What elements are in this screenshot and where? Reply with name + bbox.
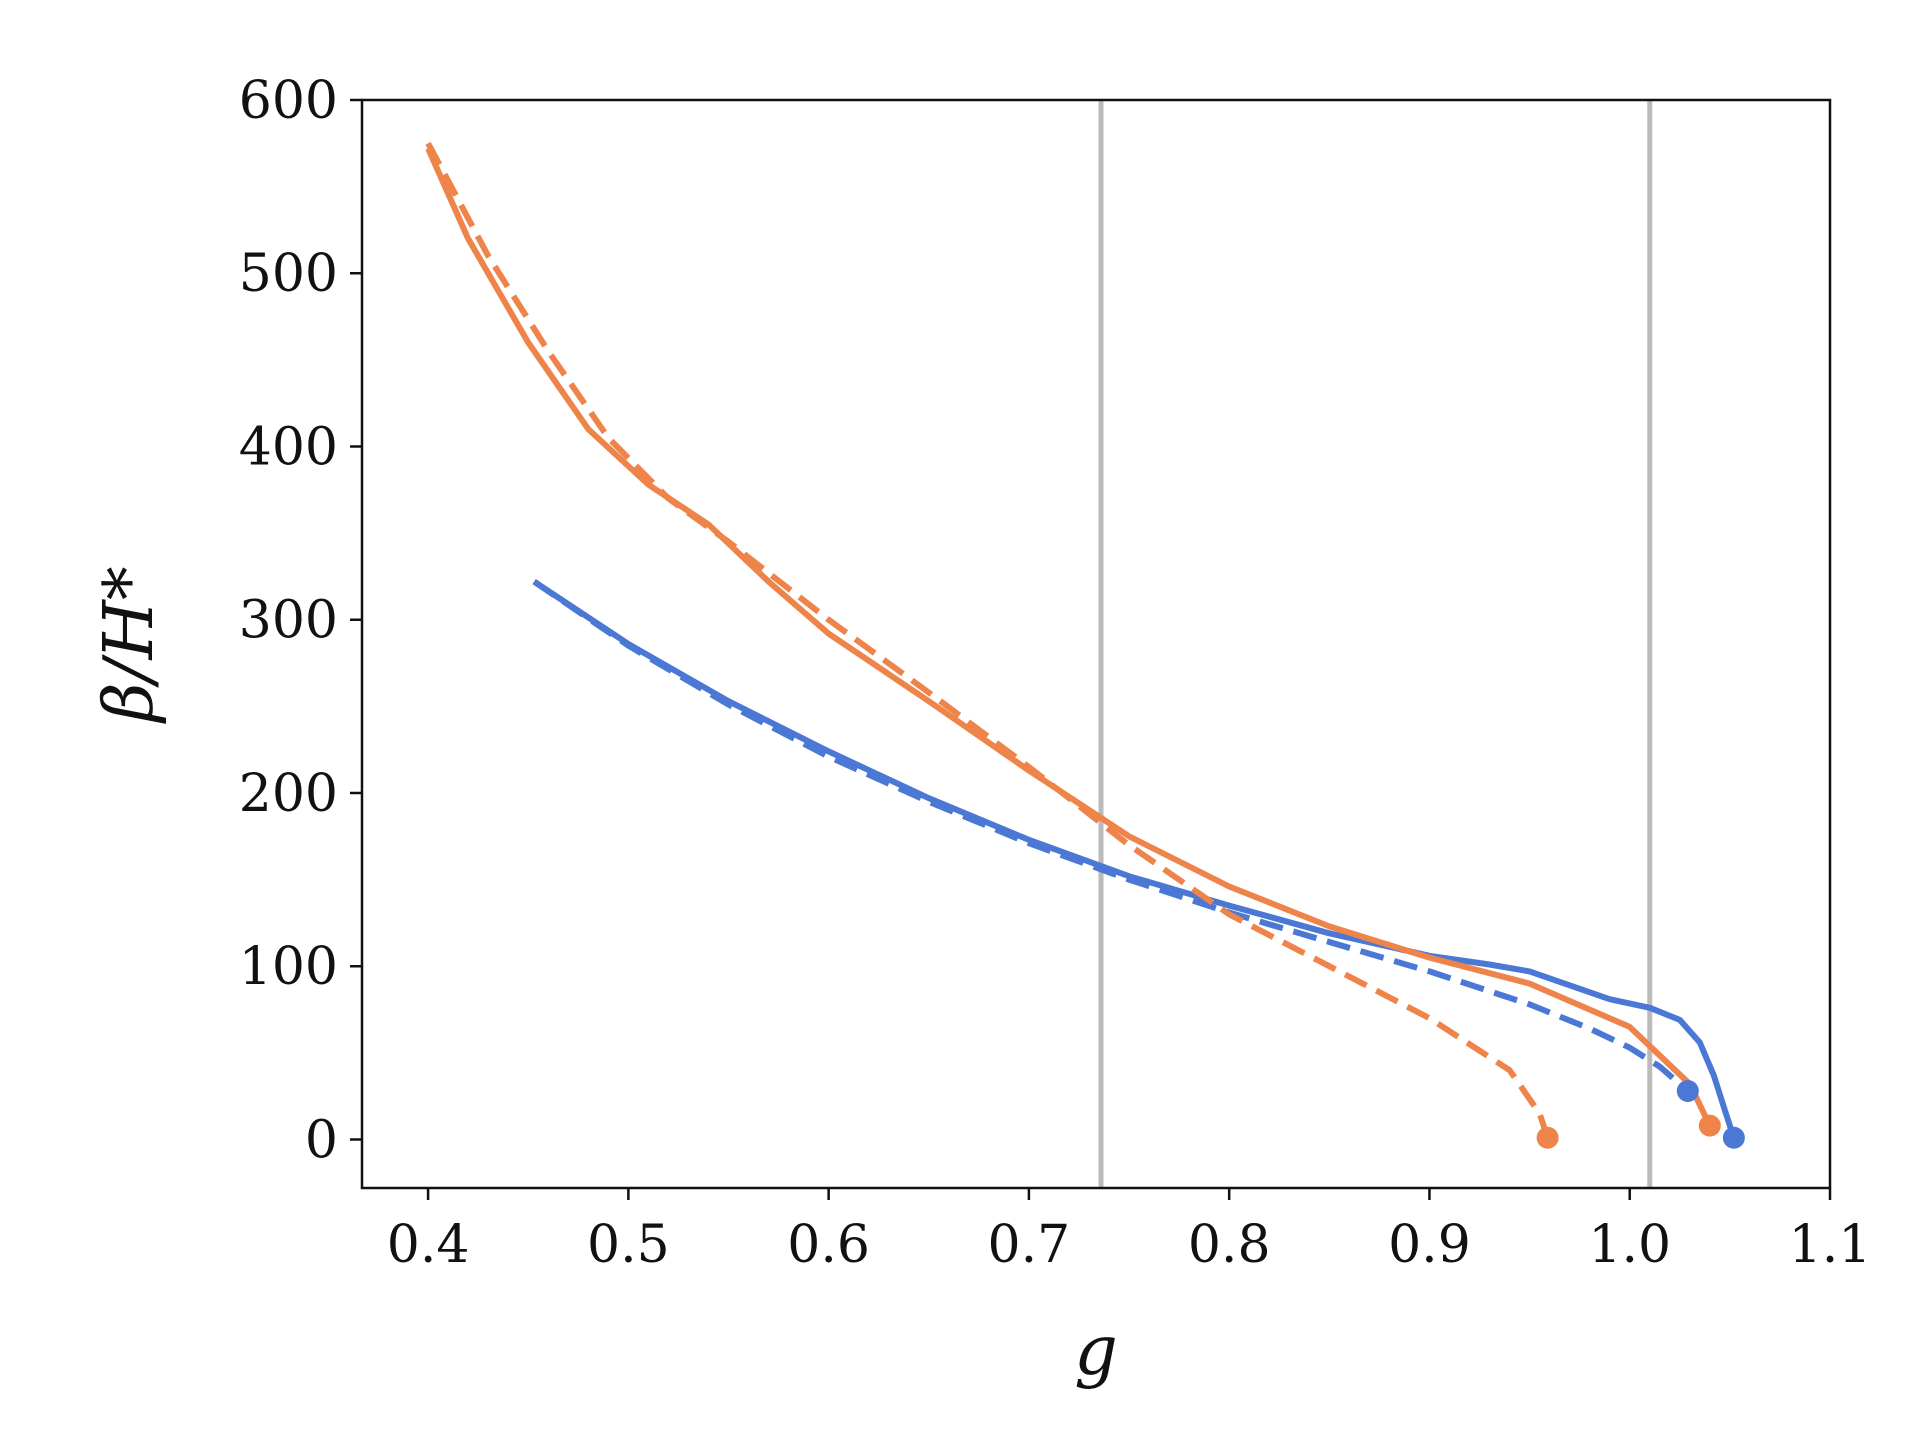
plot-background (362, 100, 1830, 1188)
y-tick-label: 500 (239, 244, 338, 304)
y-tick-label: 100 (239, 937, 338, 997)
x-tick-label: 0.9 (1388, 1215, 1471, 1275)
x-axis-label: g (1074, 1312, 1118, 1391)
endpoint-marker-orange-solid (1698, 1114, 1721, 1137)
series-line-orange-dashed (425, 141, 1551, 1139)
x-axis-ticks: 0.4 0.5 0.6 0.7 0.8 0.9 1.0 1.1 (387, 1188, 1872, 1275)
endpoint-marker-blue-dashed (1676, 1079, 1699, 1102)
x-tick-label: 0.8 (1188, 1215, 1271, 1275)
x-tick-label: 0.6 (787, 1215, 870, 1275)
x-tick-label: 0.5 (587, 1215, 670, 1275)
x-tick-label: 1.1 (1789, 1215, 1872, 1275)
series-line-orange-solid (425, 147, 1713, 1127)
plot-frame (360, 98, 1832, 1190)
x-tick-label: 0.7 (988, 1215, 1071, 1275)
y-tick-label: 600 (239, 71, 338, 131)
x-tick-label: 1.0 (1588, 1215, 1671, 1275)
y-tick-label: 300 (239, 591, 338, 651)
y-axis-label: β/H* (90, 566, 169, 725)
y-tick-label: 400 (239, 417, 338, 477)
endpoint-marker-orange-dashed (1536, 1126, 1559, 1149)
y-tick-label: 0 (305, 1110, 338, 1170)
y-axis-ticks: 0 100 200 300 400 500 600 (239, 71, 362, 1170)
y-tick-label: 200 (239, 764, 338, 824)
endpoint-markers (1536, 1079, 1745, 1149)
x-tick-label: 0.4 (387, 1215, 470, 1275)
series-line-blue-solid (532, 579, 1737, 1139)
endpoint-marker-blue-solid (1722, 1126, 1745, 1149)
series-layer (425, 141, 1737, 1139)
